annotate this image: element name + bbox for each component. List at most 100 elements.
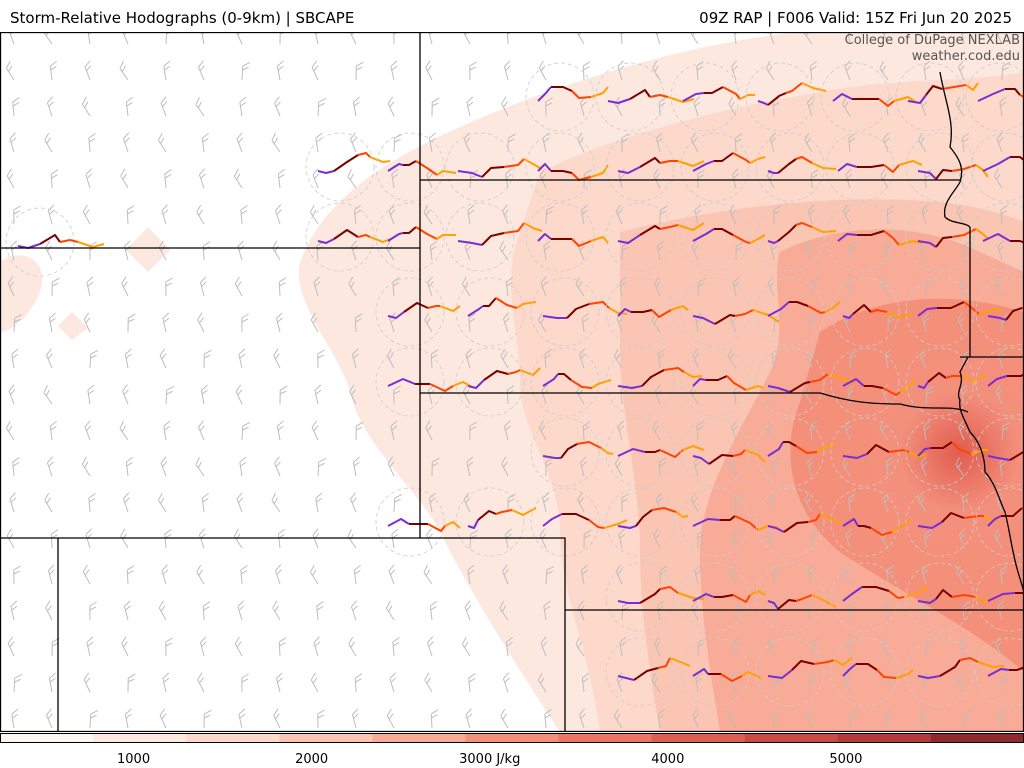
wind-barb xyxy=(386,708,395,729)
wind-barb xyxy=(732,276,740,297)
hodograph xyxy=(830,637,914,707)
wind-barb xyxy=(428,492,436,513)
wind-barb xyxy=(163,60,171,81)
wind-barb xyxy=(11,348,19,369)
hodograph xyxy=(670,62,755,132)
wind-barb xyxy=(46,708,53,729)
wind-barb xyxy=(314,384,322,405)
wind-barb xyxy=(615,564,623,585)
wind-barb xyxy=(957,672,965,693)
wind-barb xyxy=(614,456,623,477)
wind-barb xyxy=(765,60,775,81)
wind-barb xyxy=(200,384,208,405)
colorbar-segment xyxy=(558,733,591,743)
wind-barb xyxy=(580,564,588,585)
wind-barb xyxy=(198,60,205,81)
model-run-label: 09Z RAP | F006 Valid: 15Z Fri Jun 20 202… xyxy=(699,9,1012,27)
wind-barb xyxy=(543,240,551,261)
wind-barb xyxy=(501,456,509,477)
wind-barb xyxy=(885,456,894,477)
colorbar-segment xyxy=(527,733,560,743)
hodograph xyxy=(755,277,841,347)
wind-barb xyxy=(917,132,927,153)
wind-barb xyxy=(467,204,475,225)
wind-barb xyxy=(429,240,438,261)
wind-barb xyxy=(575,277,585,297)
hodograph xyxy=(530,347,612,417)
wind-barb xyxy=(505,636,514,657)
wind-barb xyxy=(13,565,21,585)
wind-barb xyxy=(197,312,205,333)
wind-barb xyxy=(385,240,395,261)
colorbar-segment xyxy=(961,733,994,743)
wind-barb xyxy=(734,493,743,513)
wind-barb xyxy=(468,673,476,693)
wind-barb xyxy=(621,493,629,513)
wind-barb xyxy=(810,169,819,189)
wind-barb xyxy=(126,205,135,225)
wind-barb xyxy=(10,600,18,621)
state-border-line xyxy=(0,537,566,732)
wind-barb xyxy=(545,457,553,477)
wind-barb xyxy=(391,168,399,189)
wind-barb xyxy=(312,168,320,189)
wind-barb xyxy=(239,456,247,477)
wind-barb xyxy=(7,276,15,297)
wind-barb xyxy=(234,636,243,657)
wind-barb xyxy=(81,456,91,477)
wind-barb xyxy=(804,492,813,513)
wind-barb xyxy=(393,133,403,153)
wind-barb xyxy=(544,349,552,369)
wind-barb xyxy=(120,168,129,189)
wind-barb xyxy=(544,709,552,729)
wind-barb xyxy=(157,132,167,153)
colorbar-segment xyxy=(930,733,963,743)
wind-barb xyxy=(424,312,433,333)
wind-barb xyxy=(89,601,97,621)
wind-barb xyxy=(388,564,396,585)
hodograph xyxy=(680,132,766,202)
wind-barb xyxy=(162,672,170,693)
hodograph xyxy=(680,417,766,487)
wind-barb xyxy=(922,312,930,333)
wind-barb xyxy=(44,492,53,513)
wind-barb xyxy=(469,421,477,441)
hodograph xyxy=(975,277,1024,347)
wind-barb xyxy=(923,60,931,81)
state-borders xyxy=(0,32,1024,732)
wind-barb xyxy=(730,420,738,441)
wind-barb xyxy=(919,348,927,369)
wind-barb xyxy=(842,564,851,585)
colorbar-segment xyxy=(589,733,622,743)
wind-barb xyxy=(45,600,53,621)
wind-barb xyxy=(309,564,319,585)
colorbar-segment xyxy=(310,733,342,743)
hodograph xyxy=(605,417,705,487)
wind-barb xyxy=(962,241,971,261)
wind-barb xyxy=(317,457,327,477)
wind-barb xyxy=(467,564,475,585)
hodograph xyxy=(530,277,628,347)
wind-barb xyxy=(316,601,324,621)
wind-barb xyxy=(771,708,779,729)
wind-barb xyxy=(849,241,857,261)
hodograph xyxy=(375,347,475,417)
wind-barb xyxy=(122,384,129,405)
colorbar-segment xyxy=(682,733,715,743)
wind-barb xyxy=(84,60,92,81)
wind-barb xyxy=(545,97,553,117)
wind-barb xyxy=(161,564,169,585)
hodograph xyxy=(830,562,928,632)
hodograph xyxy=(680,347,764,417)
wind-barb xyxy=(960,384,968,405)
wind-barb xyxy=(198,420,205,441)
hodograph xyxy=(455,277,537,347)
hodograph xyxy=(825,202,923,272)
wind-barb xyxy=(811,277,820,297)
wind-barb xyxy=(730,60,738,81)
hodograph xyxy=(375,487,461,557)
wind-barb xyxy=(200,32,208,45)
wind-barb xyxy=(235,32,243,45)
wind-barb xyxy=(165,385,175,405)
wind-barb xyxy=(656,240,664,261)
